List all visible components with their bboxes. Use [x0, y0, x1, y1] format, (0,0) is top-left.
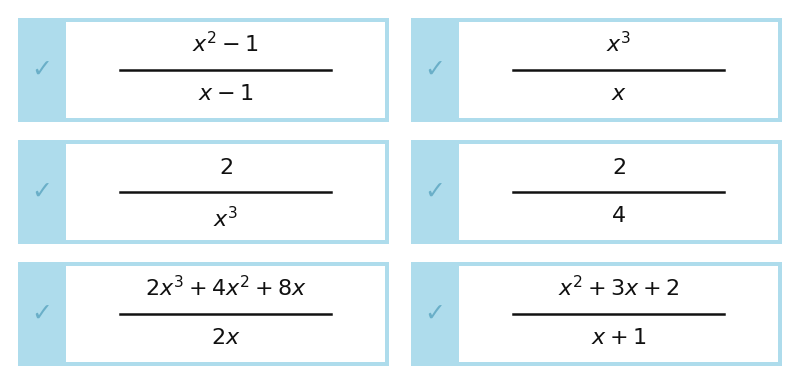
Text: $x^2 - 1$: $x^2 - 1$ — [192, 31, 259, 56]
FancyBboxPatch shape — [66, 266, 385, 362]
FancyBboxPatch shape — [18, 140, 389, 244]
Text: $x$: $x$ — [610, 84, 626, 104]
FancyBboxPatch shape — [411, 18, 782, 122]
FancyBboxPatch shape — [459, 22, 778, 118]
FancyBboxPatch shape — [459, 144, 778, 240]
Text: $2$: $2$ — [218, 159, 233, 179]
FancyBboxPatch shape — [18, 262, 389, 366]
Text: $4$: $4$ — [611, 205, 626, 225]
Text: ✓: ✓ — [425, 180, 446, 204]
Text: $2$: $2$ — [611, 159, 626, 179]
FancyBboxPatch shape — [66, 144, 385, 240]
Text: ✓: ✓ — [425, 58, 446, 82]
Text: $2x^3 + 4x^2 + 8x$: $2x^3 + 4x^2 + 8x$ — [145, 275, 306, 301]
Text: $x^3$: $x^3$ — [606, 31, 631, 56]
FancyBboxPatch shape — [66, 22, 385, 118]
Text: $x^3$: $x^3$ — [213, 205, 238, 231]
Text: $2x$: $2x$ — [210, 328, 240, 348]
FancyBboxPatch shape — [18, 18, 389, 122]
FancyBboxPatch shape — [459, 266, 778, 362]
Text: ✓: ✓ — [425, 302, 446, 326]
Text: $x^2 + 3x + 2$: $x^2 + 3x + 2$ — [558, 275, 679, 301]
Text: ✓: ✓ — [31, 58, 53, 82]
Text: $x - 1$: $x - 1$ — [198, 84, 253, 104]
Text: ✓: ✓ — [31, 180, 53, 204]
FancyBboxPatch shape — [411, 262, 782, 366]
FancyBboxPatch shape — [411, 140, 782, 244]
Text: $x + 1$: $x + 1$ — [591, 328, 646, 348]
Text: ✓: ✓ — [31, 302, 53, 326]
